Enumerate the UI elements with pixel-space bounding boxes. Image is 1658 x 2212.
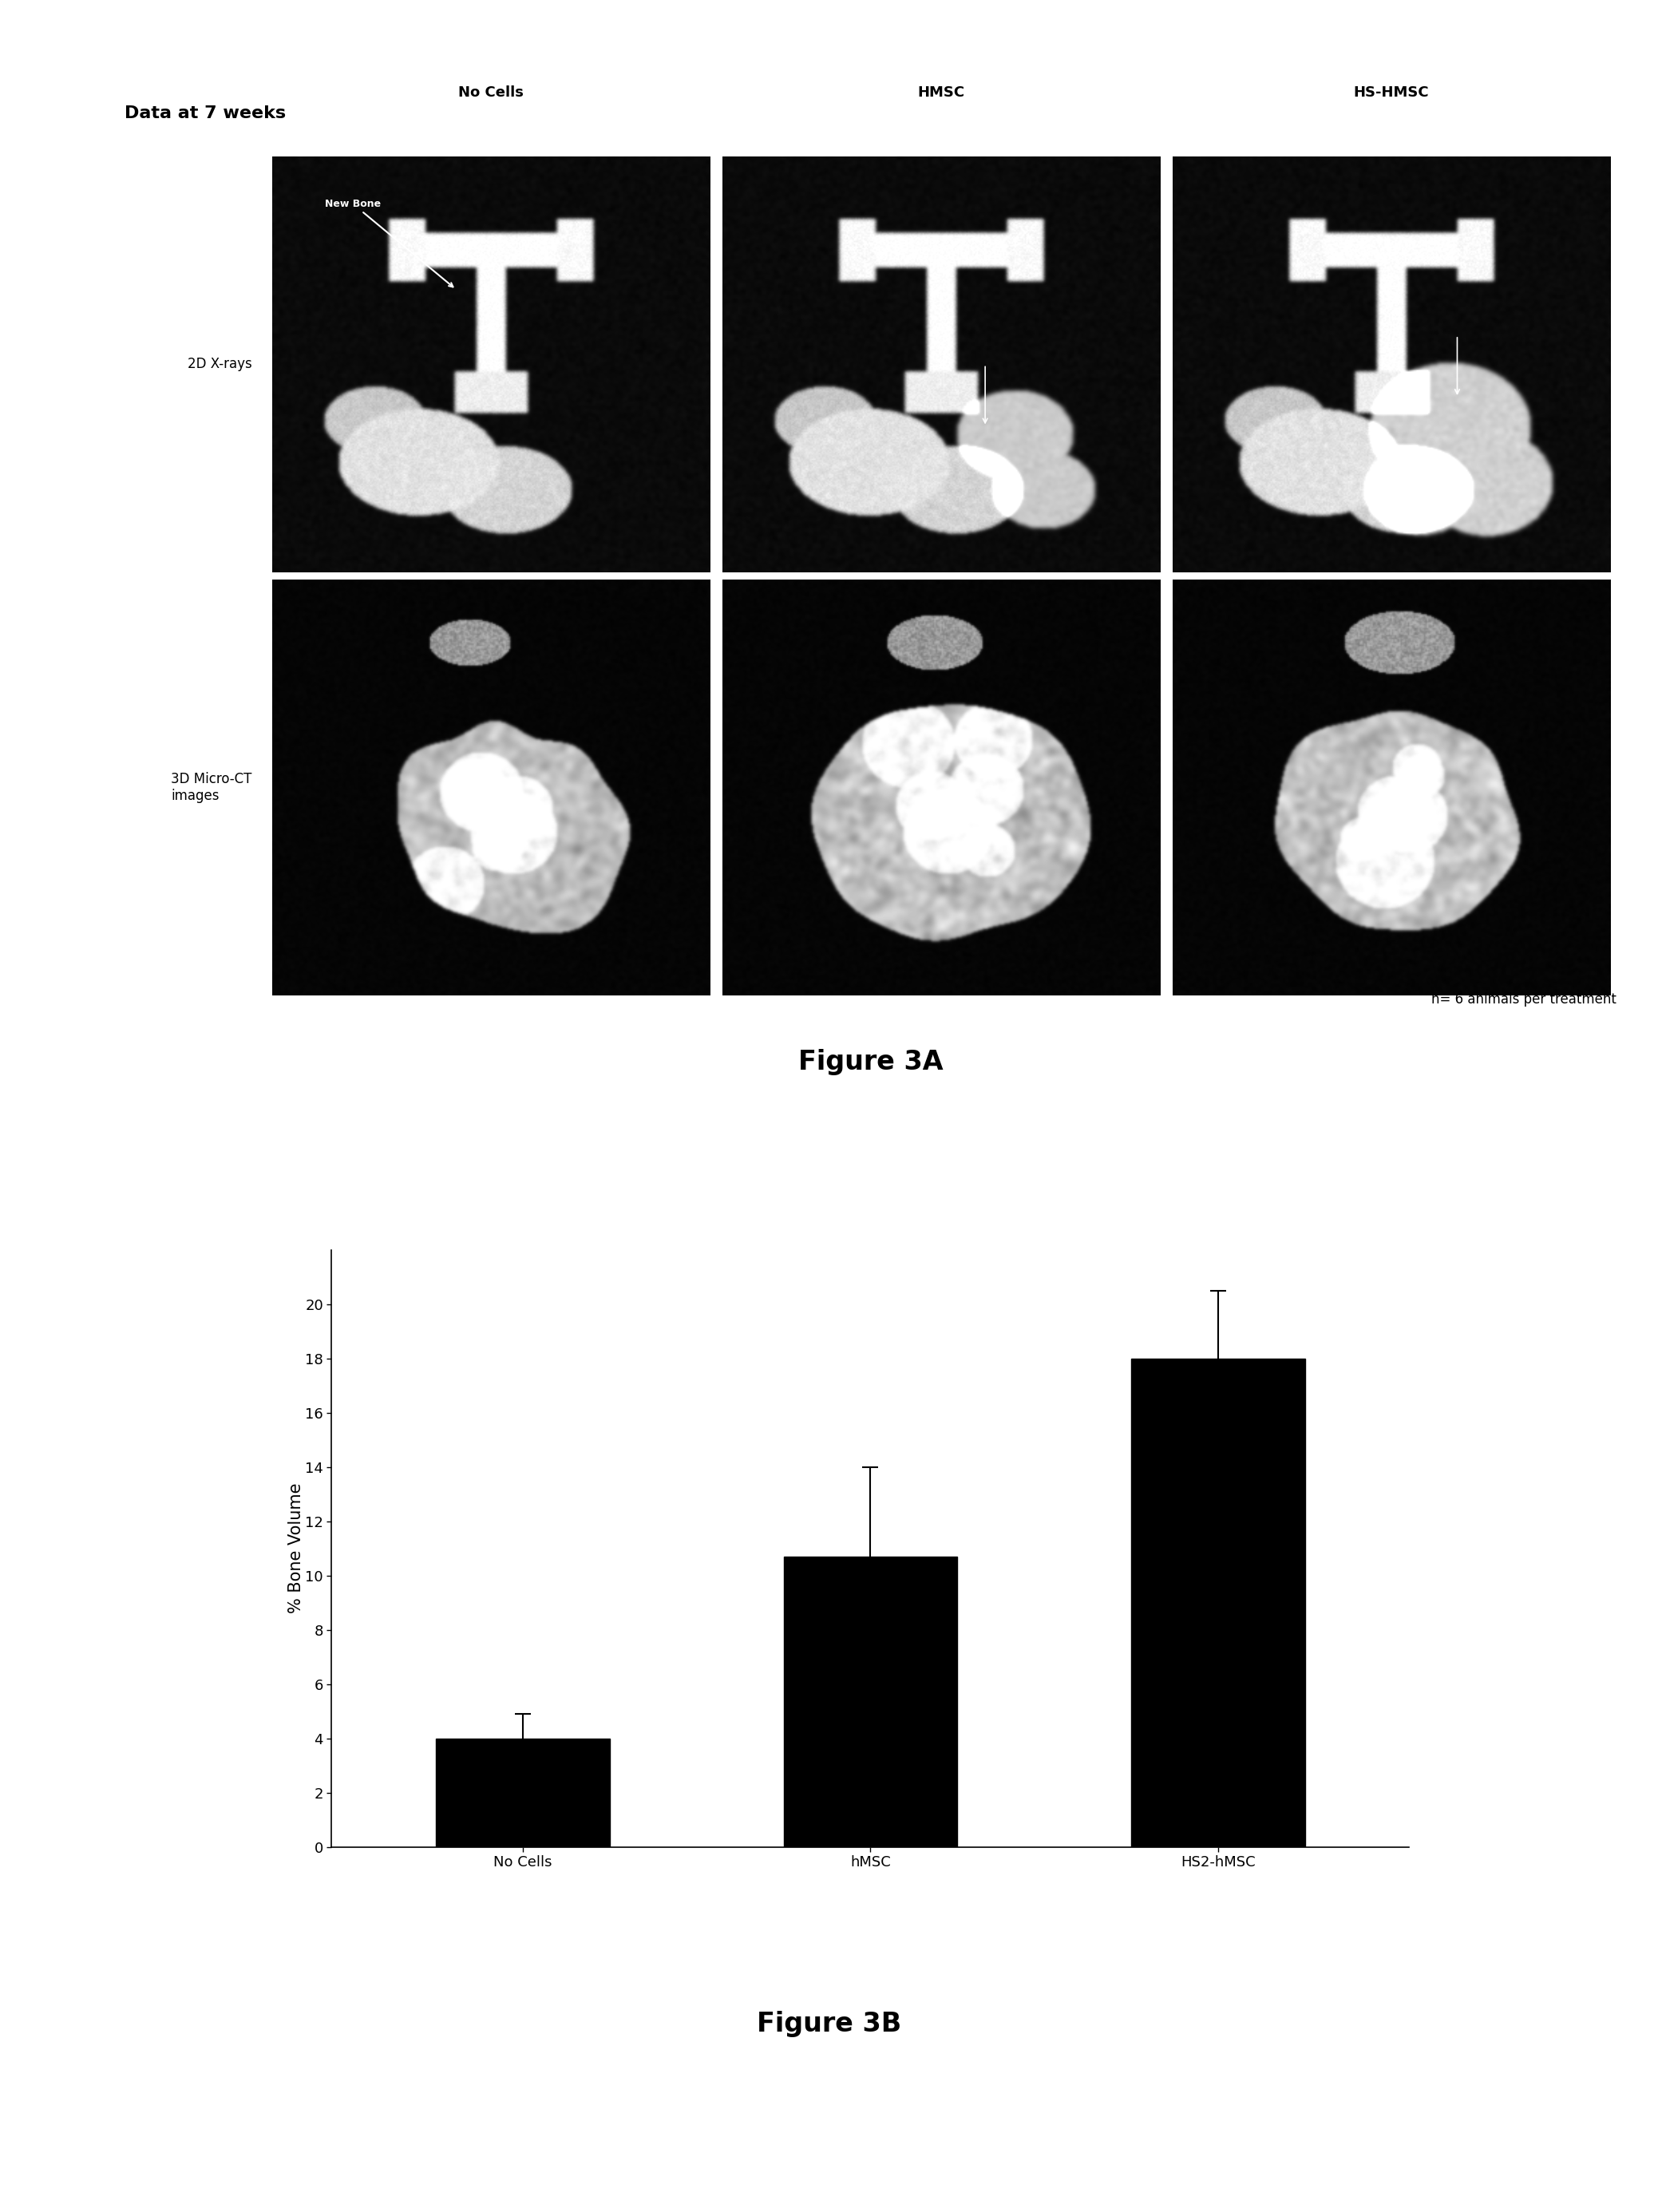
Text: 3D Micro-CT
images: 3D Micro-CT images xyxy=(171,772,252,803)
Bar xyxy=(784,1557,957,1847)
Text: 2D X-rays: 2D X-rays xyxy=(187,356,252,372)
Text: Figure 3A: Figure 3A xyxy=(797,1048,943,1075)
Bar xyxy=(436,1739,610,1847)
Bar xyxy=(1131,1358,1305,1847)
Text: New Bone: New Bone xyxy=(325,199,453,288)
Text: n= 6 animals per treatment: n= 6 animals per treatment xyxy=(1431,993,1617,1006)
Text: HMSC: HMSC xyxy=(919,86,965,100)
Text: No Cells: No Cells xyxy=(459,86,524,100)
Text: Data at 7 weeks: Data at 7 weeks xyxy=(124,106,285,122)
Text: Figure 3B: Figure 3B xyxy=(756,2011,902,2037)
Y-axis label: % Bone Volume: % Bone Volume xyxy=(288,1482,303,1615)
Text: HS-HMSC: HS-HMSC xyxy=(1353,86,1429,100)
